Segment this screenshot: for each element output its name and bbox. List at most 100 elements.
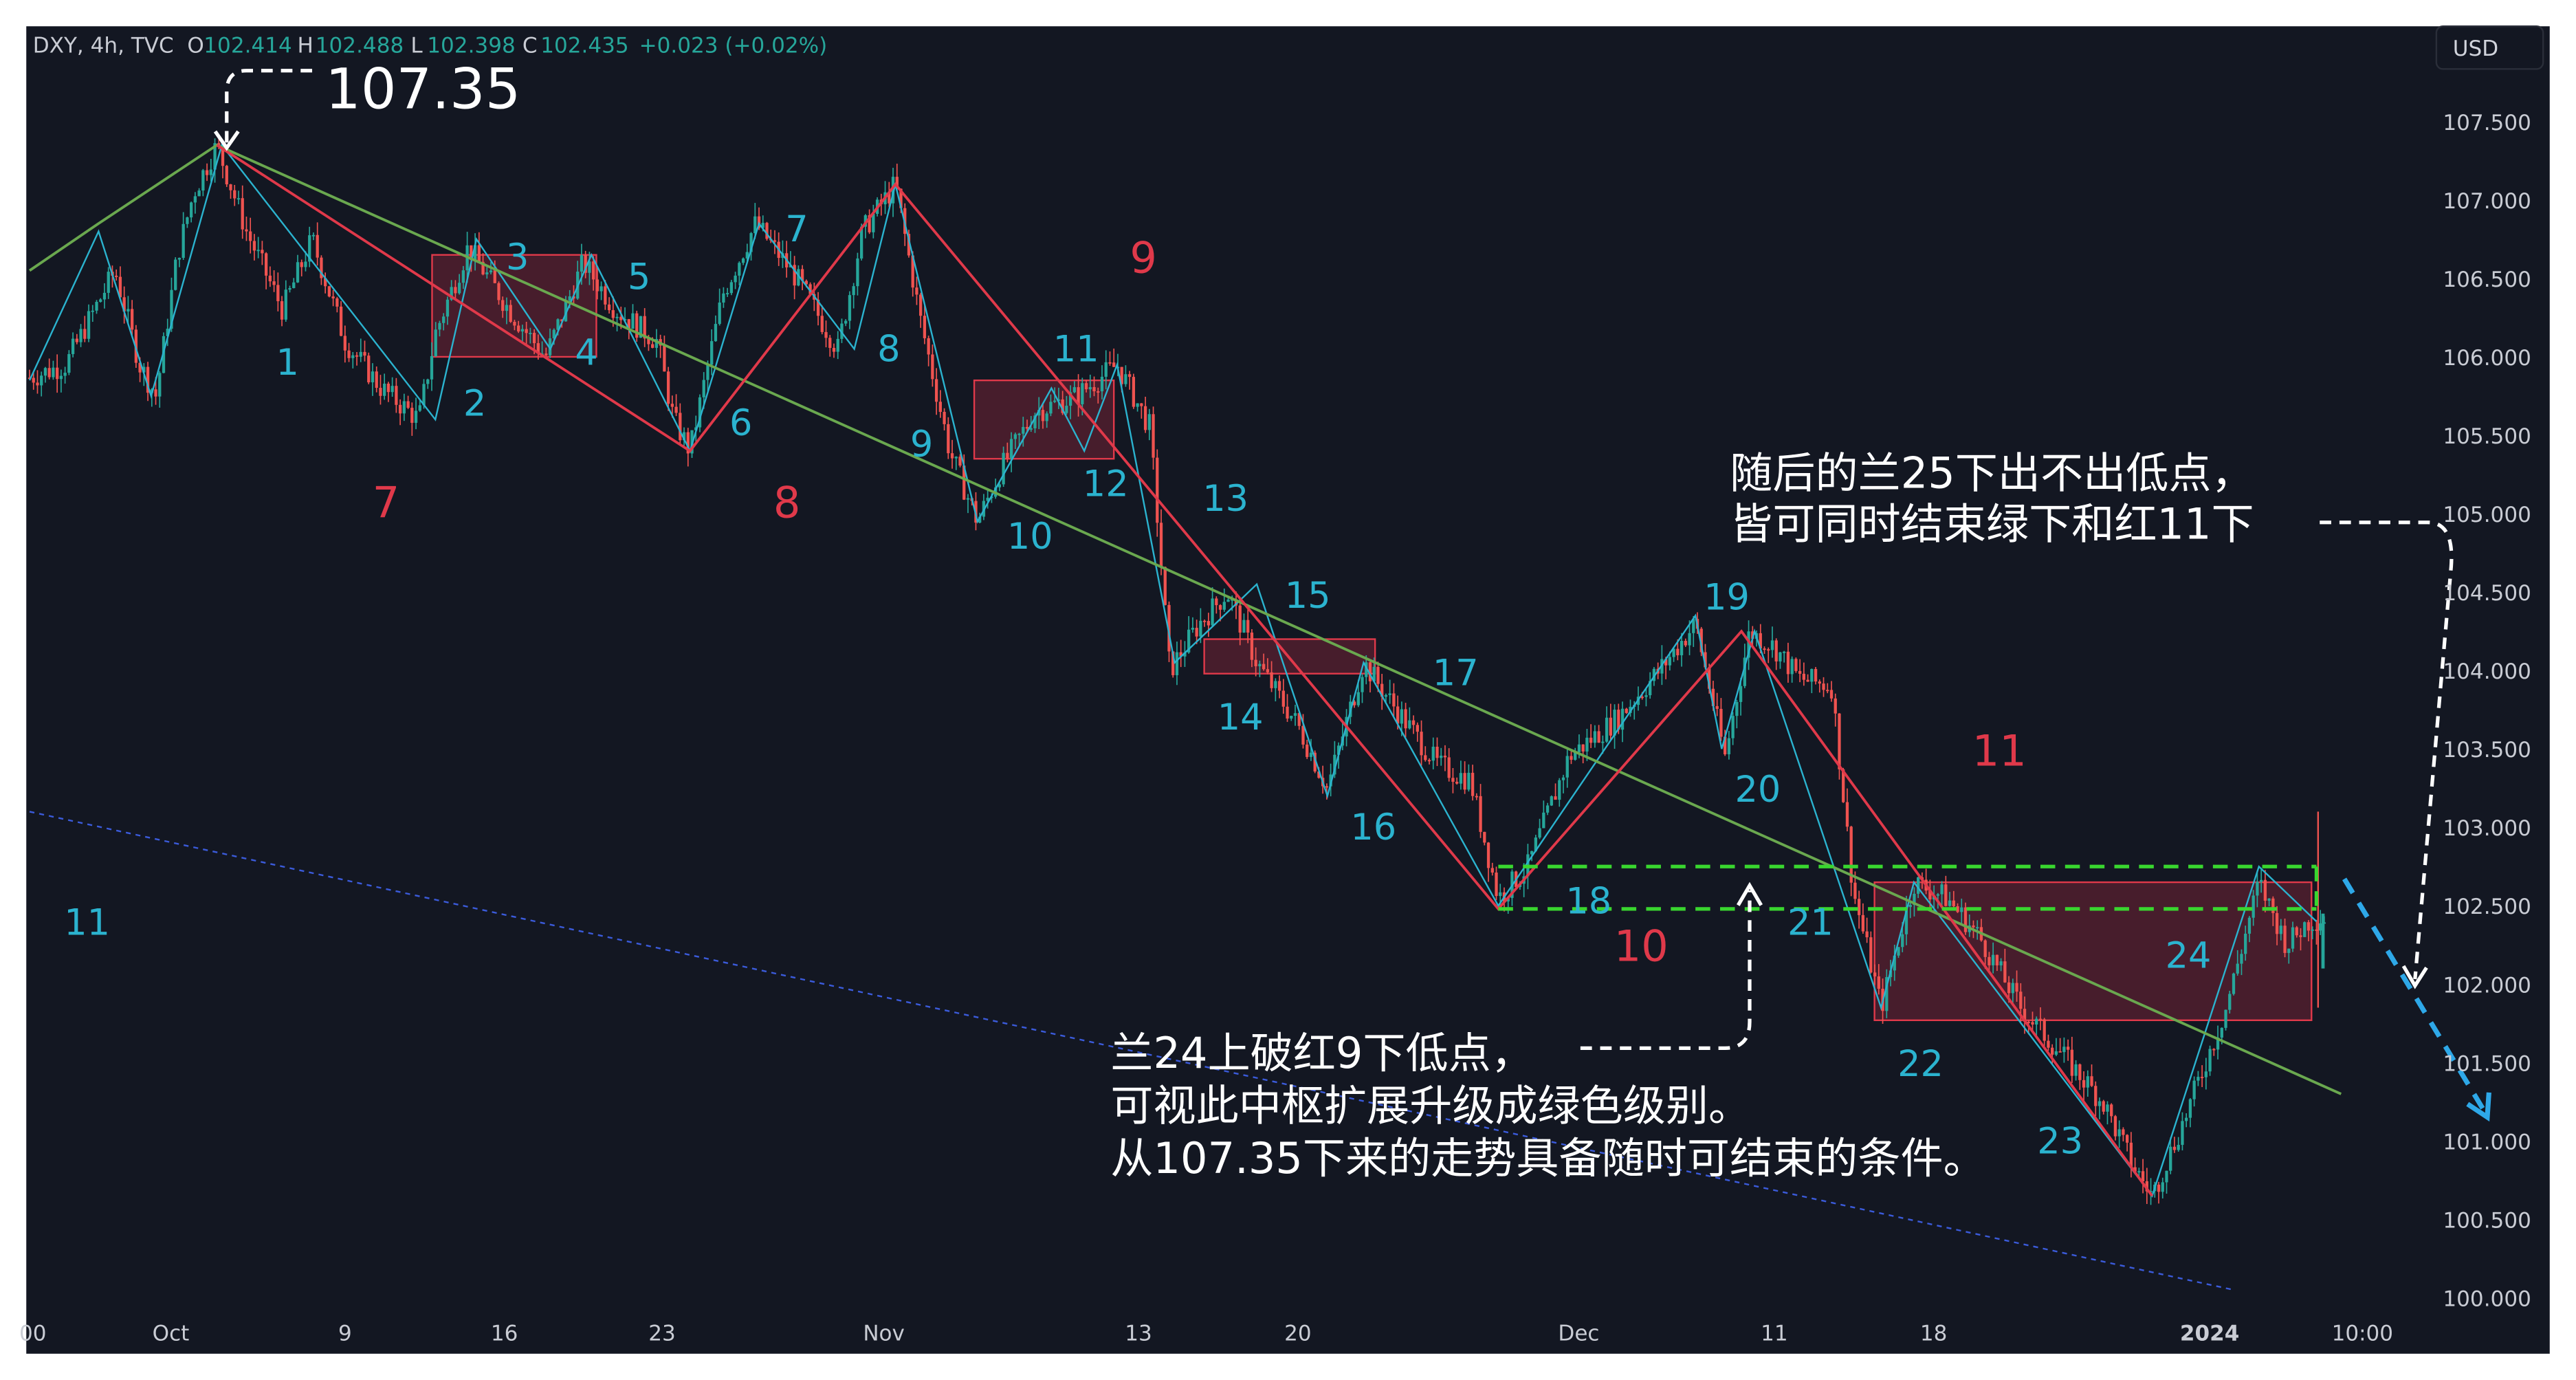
candle-body — [497, 283, 500, 300]
candle-body — [1167, 604, 1171, 652]
candle-body — [1652, 668, 1656, 681]
candle-body — [674, 406, 678, 413]
candle-body — [2058, 1051, 2062, 1053]
candle-body — [2172, 1146, 2177, 1150]
candle-body — [83, 329, 87, 339]
candle-body — [1368, 662, 1372, 681]
candle-body — [1317, 771, 1321, 778]
candle-body — [1561, 777, 1565, 780]
candle-body — [816, 299, 820, 316]
candle-body — [1313, 752, 1317, 772]
candle-body — [174, 259, 177, 290]
candle-body — [604, 286, 607, 305]
candle-body — [331, 296, 335, 298]
candle-body — [1274, 681, 1277, 688]
candle-body — [1873, 972, 1877, 977]
symbol-label[interactable]: DXY, 4h, TVC — [33, 33, 174, 58]
candle-body — [1845, 802, 1849, 827]
candle-body — [1554, 796, 1557, 800]
candle-body — [2086, 1076, 2089, 1088]
x-tick-label: 00 — [19, 1322, 47, 1346]
candle-body — [1865, 931, 1869, 938]
annotation-right-line2: 皆可同时结束绿下和红11下 — [1730, 499, 2254, 549]
candle-body — [1936, 894, 1940, 896]
candle-body — [1574, 752, 1577, 760]
candle-body — [1025, 426, 1029, 429]
candle-body — [907, 234, 911, 256]
candle-body — [209, 169, 212, 175]
candle-body — [181, 223, 185, 259]
y-tick-label: 103.000 — [2443, 816, 2531, 841]
candle-body — [1092, 387, 1096, 392]
candle-body — [1680, 641, 1684, 655]
wave-label-cyan: 23 — [2037, 1120, 2083, 1162]
candle-body — [1826, 690, 1829, 692]
y-tick-label: 102.500 — [2443, 895, 2531, 919]
currency-button[interactable] — [2435, 25, 2544, 70]
candle-body — [927, 338, 930, 355]
candle-body — [1530, 851, 1534, 855]
candle-body — [844, 320, 848, 324]
candle-body — [410, 408, 414, 423]
candle-body — [261, 250, 264, 254]
candle-body — [670, 404, 674, 407]
candle-body — [1479, 796, 1482, 832]
candle-body — [205, 170, 209, 175]
candle-body — [2279, 926, 2282, 934]
x-tick-label: Dec — [1558, 1322, 1599, 1346]
candle-body — [1822, 683, 1825, 690]
green-trend-line — [28, 143, 2342, 1095]
bottom-arrow-head — [1736, 881, 1763, 906]
candle-body — [895, 177, 899, 189]
candle-body — [1065, 406, 1068, 413]
candle-body — [284, 289, 287, 320]
wave-label-cyan: 19 — [1704, 576, 1750, 618]
candle-body — [1372, 666, 1376, 681]
currency-button-label[interactable]: USD — [2453, 36, 2498, 61]
candle-body — [1392, 693, 1396, 707]
candle-body — [32, 377, 35, 383]
candle-body — [591, 261, 595, 280]
candle-body — [1739, 686, 1743, 702]
candle-body — [320, 257, 323, 278]
candle-body — [304, 261, 307, 267]
candle-body — [1597, 731, 1600, 743]
candle-body — [67, 353, 71, 373]
candle-body — [1991, 954, 1995, 965]
candle-body — [1976, 927, 1979, 929]
candle-body — [1724, 736, 1727, 755]
candle-body — [2307, 922, 2311, 931]
candle-body — [1301, 725, 1305, 745]
candle-body — [682, 432, 686, 441]
wave-label-cyan: 4 — [575, 331, 597, 373]
annotation-bottom-line1: 兰24上破红9下低点， — [1110, 1028, 1533, 1078]
candle-body — [363, 351, 366, 356]
candle-body — [2275, 912, 2279, 934]
candle-body — [1416, 725, 1419, 732]
candle-body — [1136, 403, 1139, 407]
candle-body — [923, 316, 927, 338]
candle-body — [292, 282, 296, 288]
candle-body — [1727, 738, 1731, 755]
candle-body — [1068, 392, 1072, 406]
y-tick-label: 102.000 — [2443, 973, 2531, 998]
segment-label-red: 9 — [1130, 233, 1157, 283]
candle-body — [2035, 1018, 2038, 1025]
candle-body — [489, 270, 493, 273]
candle-body — [741, 258, 745, 263]
candle-body — [1270, 672, 1273, 688]
wave-label-cyan: 20 — [1735, 769, 1781, 811]
candle-body — [1542, 812, 1545, 829]
annotation-peak-value: 107.35 — [325, 58, 520, 122]
candle-body — [2141, 1171, 2145, 1181]
candle-body — [1818, 681, 1821, 684]
candle-body — [978, 516, 982, 523]
candle-body — [1411, 720, 1416, 725]
candle-body — [1088, 387, 1092, 390]
candle-body — [1794, 659, 1798, 671]
candle-body — [461, 270, 465, 283]
candle-body — [213, 143, 217, 170]
candle-body — [308, 235, 311, 262]
